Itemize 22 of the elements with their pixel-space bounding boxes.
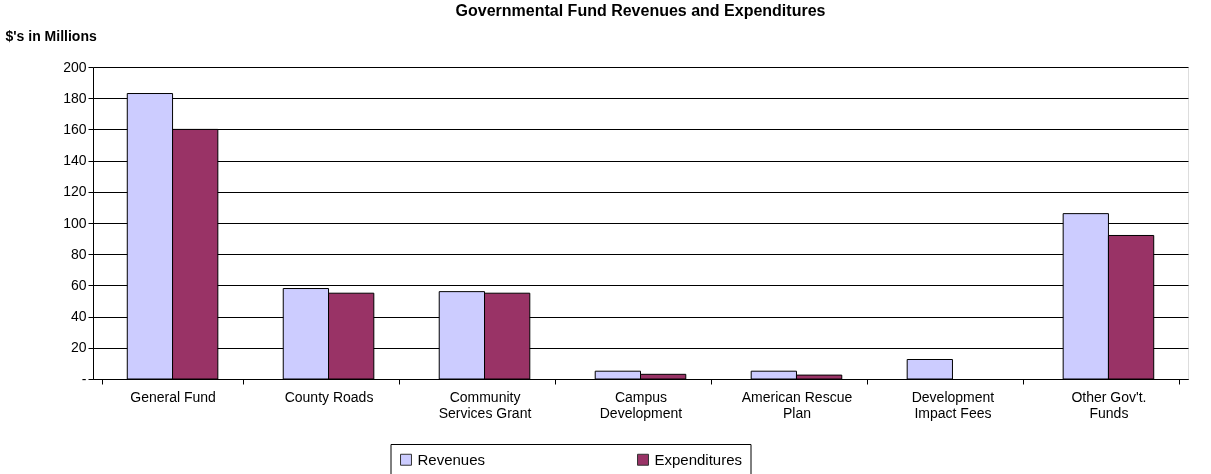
- y-tick-label: 140: [63, 152, 87, 169]
- legend-label: Expenditures: [654, 450, 743, 468]
- y-tick-label: -: [81, 370, 87, 387]
- x-tick-label: Community Services Grant: [438, 388, 532, 421]
- x-tick-label: Campus Development: [599, 388, 683, 421]
- y-tick-label: 100: [63, 214, 87, 231]
- y-tick-label: 160: [63, 120, 87, 137]
- y-tick-label: 60: [70, 276, 87, 293]
- y-tick-label: 180: [63, 89, 87, 106]
- x-tick-label: Other Gov't. Funds: [1071, 388, 1147, 421]
- y-tick-label: 120: [63, 183, 87, 200]
- x-tick-label: American Rescue Plan: [741, 388, 853, 421]
- y-tick-label: 40: [70, 308, 87, 325]
- y-tick-label: 80: [70, 245, 87, 262]
- chart-title: Governmental Fund Revenues and Expenditures: [455, 2, 826, 19]
- x-tick-label: Development Impact Fees: [911, 388, 995, 421]
- y-tick-label: 200: [63, 58, 87, 75]
- x-tick-label: County Roads: [284, 388, 374, 405]
- y-tick-label: 20: [70, 339, 87, 356]
- legend-label: Revenues: [417, 450, 486, 468]
- x-tick-label: General Fund: [130, 388, 216, 405]
- y-axis-title: $'s in Millions: [5, 27, 97, 44]
